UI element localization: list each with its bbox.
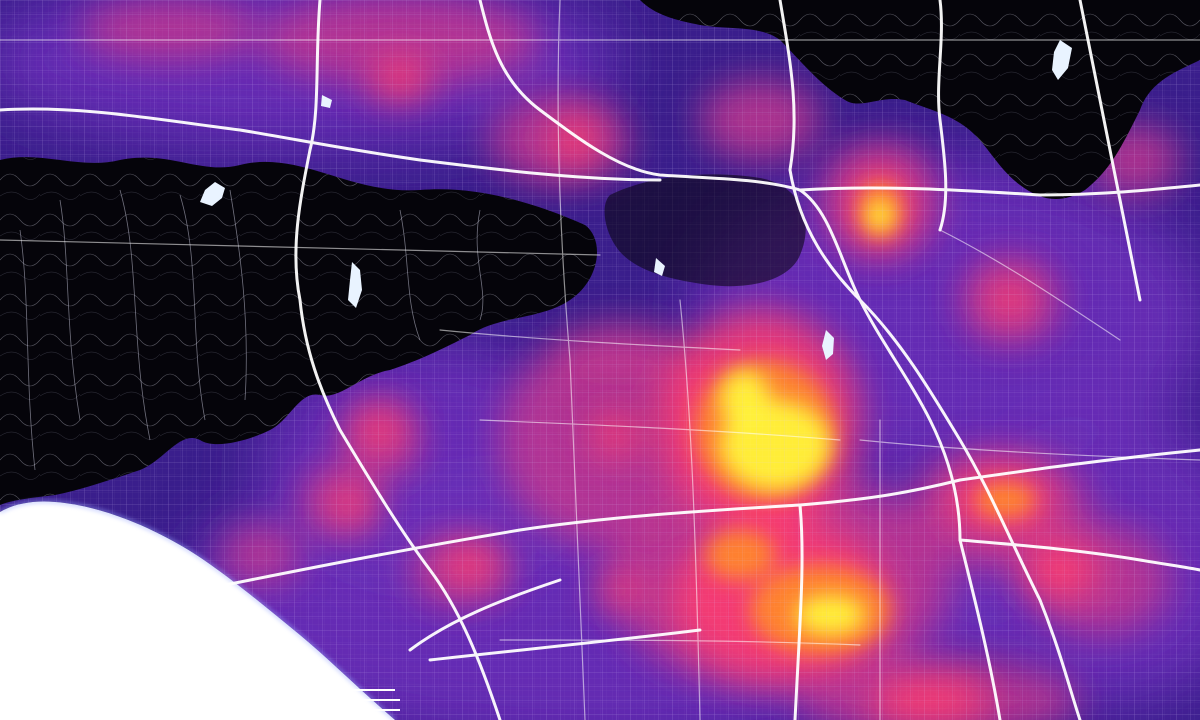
reservoir (1052, 40, 1072, 80)
freeway-210 (1078, 0, 1142, 302)
freeway-2 (937, 0, 948, 232)
reservoir (200, 182, 225, 206)
canyon-roads (19, 189, 484, 471)
reservoir-layer (200, 40, 1072, 360)
marina (345, 689, 400, 711)
freeway-5 (778, 0, 1082, 720)
reservoir (654, 258, 665, 276)
freeway-105 (428, 628, 702, 662)
freeway-710 (958, 538, 1002, 720)
freeway-10 (0, 107, 662, 182)
reservoir (348, 262, 362, 308)
reservoir (822, 330, 834, 360)
freeway-110 (793, 503, 804, 720)
reservoir (321, 95, 332, 108)
coastline (0, 500, 396, 720)
ocean (0, 501, 395, 720)
freeway-90 (408, 578, 562, 652)
freeway-134 (798, 183, 1200, 197)
freeway-60 (958, 538, 1200, 572)
griffith-hills (604, 174, 806, 287)
freeway-405 (294, 0, 502, 720)
freeway-10-east (198, 448, 1200, 592)
